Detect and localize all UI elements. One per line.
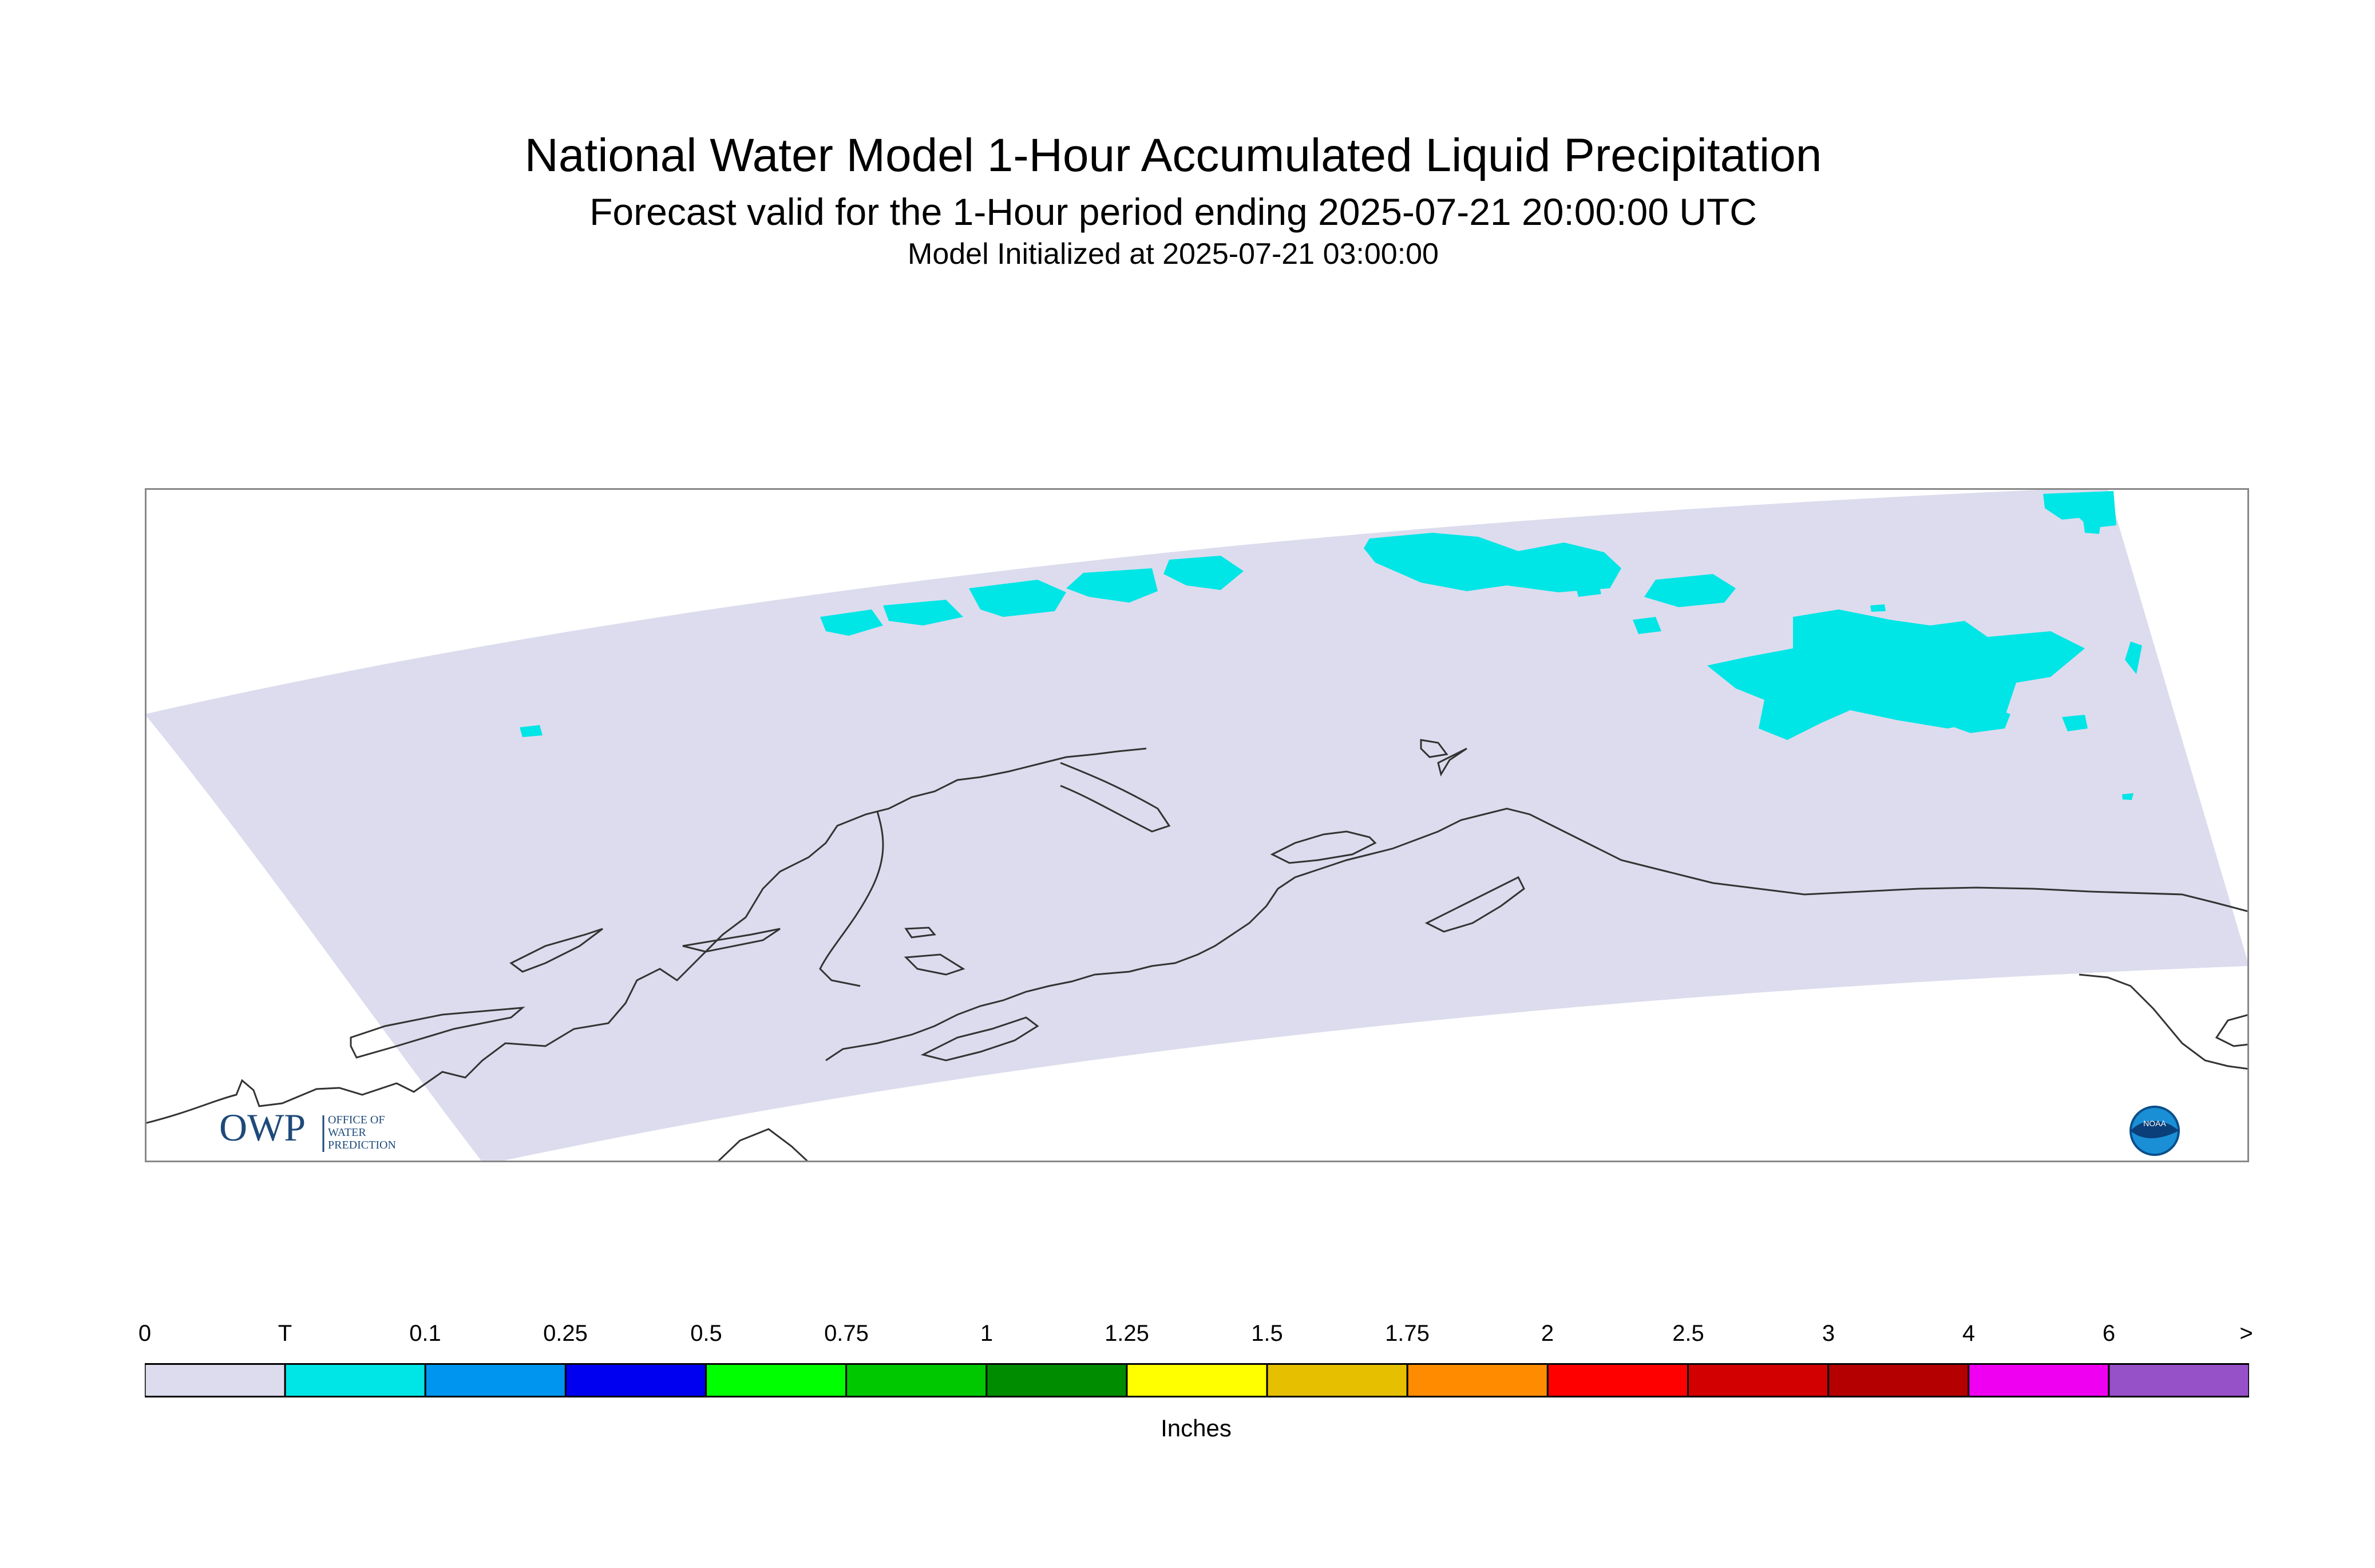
owp-logo-line2: WATER [328,1126,366,1139]
legend-swatch-8 [1266,1363,1408,1397]
legend-swatch-0 [145,1363,286,1397]
map-canvas: OWP OFFICE OF WATER PREDICTION NOAA [145,488,2249,1162]
legend-swatch-5 [845,1363,988,1397]
map-frame-border [145,488,2249,1162]
legend-tick-1: T [278,1321,292,1346]
legend-tick-2: 0.1 [409,1321,441,1346]
noaa-logo-text: NOAA [2143,1119,2166,1128]
owp-logo-line1: OFFICE OF [328,1114,385,1126]
legend-tick-3: 0.25 [543,1321,588,1346]
legend-swatch-14 [2108,1363,2249,1397]
owp-logo-line3: PREDICTION [328,1139,396,1151]
legend-swatch-10 [1546,1363,1689,1397]
legend-tick-10: 2 [1541,1321,1554,1346]
precip-patches [520,491,2142,800]
legend-swatch-7 [1126,1363,1268,1397]
legend-tick-4: 0.5 [690,1321,722,1346]
legend-swatch-9 [1406,1363,1549,1397]
legend-swatch-3 [564,1363,707,1397]
legend-tick-9: 1.75 [1385,1321,1430,1346]
coastlines [145,739,2249,1162]
owp-logo: OWP OFFICE OF WATER PREDICTION [219,1106,396,1152]
legend-swatch-6 [985,1363,1128,1397]
legend-swatch-1 [284,1363,426,1397]
map-title: National Water Model 1-Hour Accumulated … [524,129,1822,181]
legend-colorbar [145,1363,2249,1397]
legend-tick-13: 4 [1962,1321,1976,1346]
legend-units-label: Inches [1161,1415,1232,1442]
legend-swatch-2 [424,1363,567,1397]
map-panel: OWP OFFICE OF WATER PREDICTION NOAA [145,488,2249,1162]
legend-tick-5: 0.75 [824,1321,869,1346]
noaa-logo: NOAA [2129,1106,2180,1156]
legend-tick-7: 1.25 [1105,1321,1149,1346]
legend-tick-6: 1 [980,1321,993,1346]
legend-colorbar-svg [145,1363,2249,1397]
map-subtitle: Forecast valid for the 1-Hour period end… [589,191,1757,233]
model-init-line: Model Initialized at 2025-07-21 03:00:00 [908,237,1439,271]
legend-tick-15: > [2239,1321,2253,1346]
legend-swatch-4 [705,1363,848,1397]
legend-tick-0: 0 [138,1321,152,1346]
legend-tick-12: 3 [1822,1321,1835,1346]
legend-swatch-11 [1687,1363,1830,1397]
legend-tick-11: 2.5 [1672,1321,1704,1346]
legend-swatch-12 [1827,1363,1970,1397]
owp-logo-mark: OWP [219,1106,306,1149]
legend-swatch-13 [1968,1363,2110,1397]
legend-tick-8: 1.5 [1251,1321,1283,1346]
model-domain-area [145,488,2249,1162]
legend-tick-14: 6 [2102,1321,2116,1346]
